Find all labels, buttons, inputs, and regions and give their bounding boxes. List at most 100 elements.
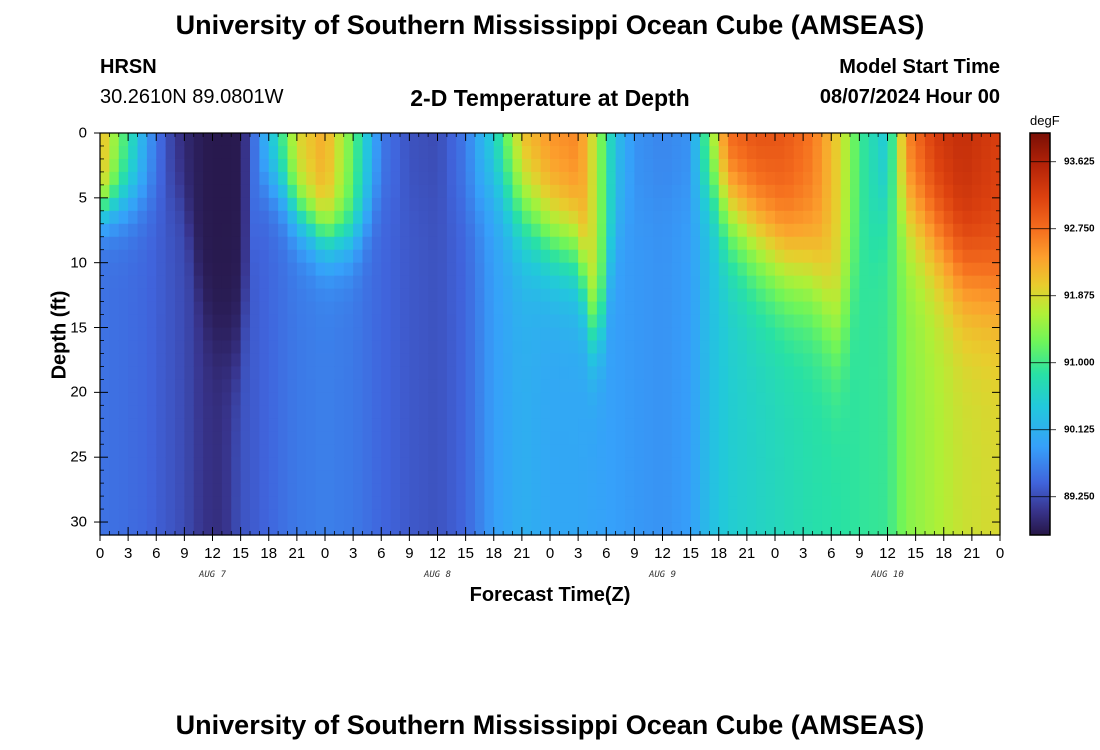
heatmap-cell [212,314,223,329]
model-start-value: 08/07/2024 Hour 00 [819,86,1000,108]
heatmap-cell [231,236,242,251]
heatmap-cell [334,379,345,393]
heatmap-cell [568,509,579,523]
heatmap-cell [371,444,382,458]
heatmap-cell [184,483,195,497]
heatmap-cell [981,522,992,536]
heatmap-cell [221,327,232,342]
heatmap-cell [718,457,729,471]
heatmap-cell [793,496,804,510]
heatmap-cell [718,496,729,510]
heatmap-cell [896,522,907,536]
heatmap-cell [484,158,495,173]
heatmap-cell [793,210,804,225]
heatmap-cell [587,288,598,303]
heatmap-cell [821,483,832,497]
heatmap-cell [681,470,692,484]
heatmap-cell [203,457,214,471]
heatmap-cell [784,353,795,368]
heatmap-cell [437,249,448,264]
heatmap-cell [521,171,532,186]
heatmap-cell [784,509,795,523]
heatmap-cell [943,288,954,303]
heatmap-cell [756,522,767,536]
heatmap-cell [371,470,382,484]
heatmap-cell [456,496,467,510]
heatmap-cell [671,470,682,484]
heatmap-cell [840,522,851,536]
heatmap-cell [315,340,326,355]
heatmap-cell [596,288,607,303]
heatmap-cell [268,327,279,342]
heatmap-cell [737,457,748,471]
heatmap-cell [700,353,710,368]
heatmap-cell [775,249,785,264]
heatmap-cell [821,184,832,199]
heatmap-cell [231,275,242,290]
heatmap-cell [165,275,176,290]
heatmap-cell [596,145,607,160]
heatmap-cell [625,379,635,393]
heatmap-cell [428,236,439,251]
heatmap-cell [156,509,167,523]
heatmap-cell [240,288,251,303]
heatmap-cell [175,197,185,212]
heatmap-cell [315,145,326,160]
heatmap-cell [587,236,598,251]
heatmap-cell [428,133,439,147]
heatmap-cell [737,353,748,368]
heatmap-cell [765,197,776,212]
heatmap-cell [756,340,767,355]
heatmap-cell [390,301,401,316]
heatmap-cell [634,197,645,212]
heatmap-cell [400,314,410,329]
heatmap-cell [821,470,832,484]
heatmap-cell [700,288,710,303]
heatmap-cell [775,457,785,471]
heatmap-cell [531,496,542,510]
heatmap-cell [925,340,935,355]
heatmap-cell [137,366,148,380]
heatmap-cell [165,223,176,238]
heatmap-cell [793,262,804,277]
heatmap-cell [925,288,935,303]
heatmap-cell [400,184,410,199]
heatmap-cell [287,327,298,342]
heatmap-cell [962,327,973,342]
heatmap-cell [850,457,860,471]
heatmap-cell [268,392,279,406]
heatmap-cell [578,392,589,406]
heatmap-cell [409,327,420,342]
heatmap-cell [221,431,232,445]
x-tick-label: 0 [545,545,555,562]
heatmap-cell [840,262,851,277]
heatmap-cell [943,405,954,419]
heatmap-cell [334,353,345,368]
heatmap-cell [615,210,626,225]
heatmap-cell [175,431,185,445]
heatmap-cell [521,184,532,199]
heatmap-cell [531,457,542,471]
x-tick-label: 9 [180,545,189,562]
heatmap-cell [990,133,1001,147]
heatmap-cell [906,158,917,173]
heatmap-cell [156,405,167,419]
heatmap-cell [662,275,673,290]
heatmap-cell [709,470,720,484]
heatmap-cell [428,210,439,225]
heatmap-cell [953,431,964,445]
heatmap-cell [250,133,260,147]
heatmap-cell [971,133,982,147]
heatmap-cell [278,418,289,432]
heatmap-cell [990,197,1001,212]
heatmap-cell [615,158,626,173]
heatmap-cell [315,522,326,536]
heatmap-cell [296,470,307,484]
heatmap-cell [400,509,410,523]
heatmap-cell [878,158,889,173]
heatmap-cell [653,197,664,212]
heatmap-cell [353,483,364,497]
heatmap-cell [240,418,251,432]
heatmap-cell [156,353,167,368]
heatmap-cell [343,314,354,329]
